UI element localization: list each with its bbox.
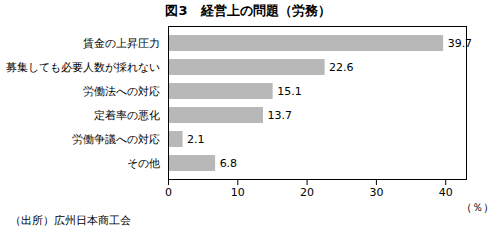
svg-text:13.7: 13.7 <box>267 109 292 122</box>
svg-text:賃金の上昇圧力: 賃金の上昇圧力 <box>83 37 160 50</box>
svg-text:2.1: 2.1 <box>187 133 205 146</box>
svg-text:10: 10 <box>231 186 245 199</box>
svg-text:労働争議への対応: 労働争議への対応 <box>72 133 160 146</box>
svg-text:募集しても必要人数が採れない: 募集しても必要人数が採れない <box>6 61 160 74</box>
svg-text:6.8: 6.8 <box>220 157 238 170</box>
html-text:（出所）広州日本商工会: （出所）広州日本商工会 <box>10 214 131 227</box>
svg-text:0: 0 <box>165 186 172 199</box>
svg-text:22.6: 22.6 <box>329 61 354 74</box>
svg-text:39.7: 39.7 <box>448 37 473 50</box>
svg-text:労働法への対応: 労働法への対応 <box>83 85 160 98</box>
svg-text:15.1: 15.1 <box>277 85 302 98</box>
svg-text:30: 30 <box>369 186 383 199</box>
svg-text:その他: その他 <box>127 157 160 170</box>
svg-text:定着率の悪化: 定着率の悪化 <box>94 109 160 122</box>
svg-text:20: 20 <box>300 186 314 199</box>
svg-text:40: 40 <box>439 186 453 199</box>
html-text:図3 経営上の問題（労務）: 図3 経営上の問題（労務） <box>165 3 331 18</box>
svg-text:（％）: （％） <box>461 201 494 214</box>
